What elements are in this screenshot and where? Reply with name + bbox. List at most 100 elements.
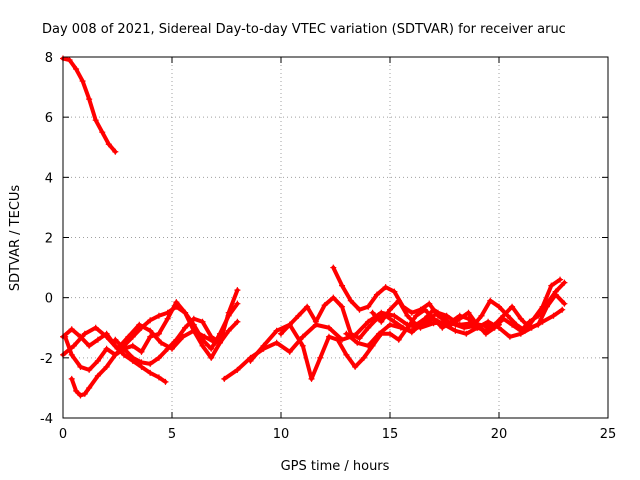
data-point: [103, 363, 110, 370]
data-point: [448, 321, 455, 328]
data-point: [299, 333, 306, 340]
x-tick-label: 20: [491, 427, 508, 442]
data-point: [506, 333, 513, 340]
data-point: [356, 306, 363, 313]
data-point: [413, 312, 420, 319]
data-point: [295, 312, 302, 319]
data-point: [77, 392, 84, 399]
x-tick-label: 0: [59, 427, 67, 442]
data-point: [136, 321, 143, 328]
data-point: [273, 327, 280, 334]
data-point: [147, 369, 154, 376]
data-point: [129, 342, 136, 349]
data-point: [325, 333, 332, 340]
data-point: [201, 333, 208, 340]
y-tick-label: -4: [40, 412, 53, 427]
data-point: [286, 348, 293, 355]
data-point: [465, 309, 472, 316]
data-point: [496, 303, 502, 310]
data-point: [190, 315, 197, 322]
data-point: [387, 321, 393, 328]
data-point: [164, 345, 171, 352]
data-point: [68, 375, 75, 382]
y-axis: -4 -2 0 2 4 6 8: [40, 51, 608, 427]
data-point: [365, 342, 372, 349]
x-tick-label: 10: [273, 427, 290, 442]
data-point: [487, 297, 494, 304]
series-line: [61, 56, 118, 154]
data-point: [164, 315, 171, 322]
data-point: [419, 321, 426, 328]
y-tick-label: 2: [45, 232, 53, 247]
data-point: [260, 342, 267, 349]
data-point: [247, 357, 254, 364]
data-point: [397, 324, 404, 331]
data-point: [343, 351, 350, 358]
data-point: [561, 279, 568, 286]
series-sat-d: [68, 300, 241, 399]
data-point: [114, 345, 121, 352]
data-point: [535, 312, 542, 319]
data-point: [404, 312, 411, 319]
data-point: [369, 309, 376, 316]
data-point: [352, 363, 359, 370]
y-tick-label: 4: [45, 171, 53, 186]
data-point: [334, 336, 341, 343]
data-point: [421, 315, 428, 322]
data-point: [147, 327, 154, 334]
data-point: [70, 342, 77, 349]
data-point: [552, 288, 559, 295]
data-point: [356, 335, 363, 342]
data-point: [86, 366, 93, 373]
data-point: [208, 345, 215, 352]
data-point: [426, 300, 433, 307]
data-point: [391, 312, 398, 319]
data-point: [391, 318, 398, 325]
data-point: [147, 317, 154, 324]
data-point: [94, 357, 101, 364]
data-point: [155, 354, 162, 361]
data-point: [86, 342, 93, 349]
data-point: [92, 324, 99, 331]
data-point: [456, 315, 463, 322]
data-series: [60, 55, 568, 399]
data-point: [162, 378, 169, 385]
data-point: [68, 326, 75, 333]
data-point: [395, 336, 402, 343]
x-tick-label: 15: [382, 427, 399, 442]
data-point: [491, 324, 498, 331]
data-point: [147, 333, 154, 340]
data-point: [439, 312, 446, 319]
data-point: [138, 348, 145, 355]
data-point: [129, 354, 136, 361]
data-point: [234, 300, 241, 307]
data-point: [500, 315, 507, 322]
data-point: [199, 318, 206, 325]
data-point: [94, 372, 101, 379]
data-point: [273, 339, 280, 346]
data-point: [509, 321, 516, 328]
data-point: [478, 312, 485, 319]
data-point: [485, 318, 492, 325]
data-point: [138, 359, 145, 366]
data-point: [234, 318, 241, 325]
data-point: [81, 390, 88, 397]
data-point: [365, 324, 372, 331]
data-point: [430, 306, 437, 313]
series-sat-l: [369, 279, 568, 337]
data-point: [339, 303, 346, 310]
data-point: [526, 318, 533, 325]
data-point: [121, 351, 128, 358]
data-point: [103, 333, 110, 340]
data-point: [482, 330, 489, 337]
data-point: [190, 321, 197, 328]
data-point: [173, 336, 180, 343]
data-point: [234, 287, 241, 294]
x-tick-label: 25: [600, 427, 617, 442]
data-point: [94, 336, 101, 343]
data-point: [360, 354, 367, 361]
data-point: [408, 309, 415, 316]
data-point: [216, 339, 223, 346]
data-point: [387, 330, 393, 337]
data-point: [234, 366, 241, 373]
